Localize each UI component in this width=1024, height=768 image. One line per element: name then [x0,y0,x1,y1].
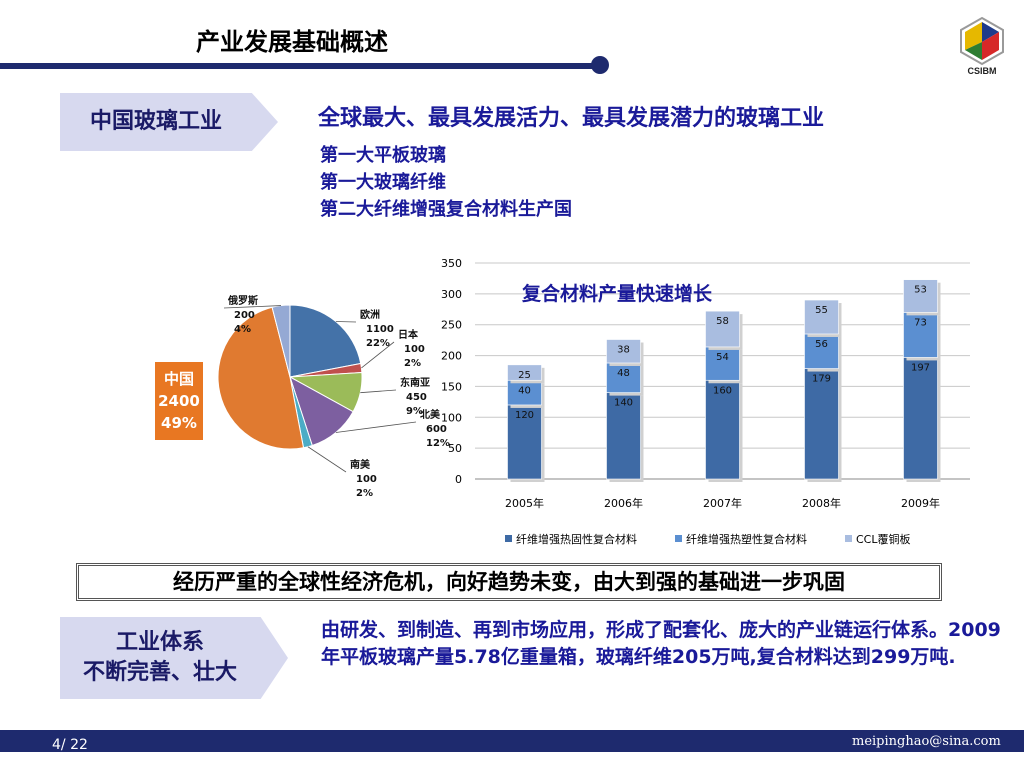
title-dot [591,56,609,74]
pie-label-pct: 2% [356,488,373,499]
y-tick-label: 350 [441,257,462,270]
bar-segment [606,392,641,480]
pie-label-name: 欧洲 [360,308,380,321]
industry-paragraph: 由研发、到制造、再到市场应用，形成了配套化、庞大的产业链运行体系。2009年平板… [321,619,1001,668]
china-callout: 中国 2400 49% [155,362,203,440]
y-tick-label: 100 [441,411,462,424]
y-tick-label: 0 [455,473,462,486]
bar-segment [903,279,938,313]
pie-label-pct: 12% [426,438,450,449]
bar-segment [705,379,740,480]
pie-label-value: 200 [234,310,255,321]
legend-swatch [505,535,512,542]
chart-title: 复合材料产量快速增长 [522,283,713,305]
x-tick-label: 2009年 [901,496,940,510]
bar-value-label: 53 [914,285,927,296]
pie-label-value: 600 [426,424,447,435]
logo-text: CSIBM [968,66,997,76]
bar-value-label: 38 [617,345,630,356]
bar-value-label: 40 [518,385,531,396]
bar-value-label: 120 [515,410,534,421]
pie-label-name: 北美 [420,408,441,421]
pie-leader-line [223,305,281,309]
section-tag-glass-industry: 中国玻璃工业 [60,93,278,151]
bar-value-label: 58 [716,316,729,327]
bar-segment [705,310,740,348]
pie-label-pct: 2% [404,358,421,369]
y-tick-label: 50 [448,442,462,455]
legend-swatch [845,535,852,542]
tag-line-2: 不断完善、壮大 [82,660,237,685]
x-tick-label: 2005年 [505,496,544,510]
pie-label-name: 南美 [350,458,371,471]
bar-value-label: 56 [815,339,828,350]
pie-label-name: 东南亚 [400,376,430,389]
summary-banner: 经历严重的全球性经济危机，向好趋势未变，由大到强的基础进一步巩固 [76,563,942,601]
ranking-item: 第二大纤维增强复合材料生产国 [320,199,572,220]
pie-leader-line [307,446,347,473]
pie-leader-line [361,341,395,369]
regional-pie-chart: 欧洲 1100 22% 日本 100 2% 东南亚 450 9%北美 600 12% 南美 100 2% 俄… [217,294,450,499]
bar-segment [903,357,938,480]
china-pct: 49% [161,414,197,432]
y-tick-label: 200 [441,350,462,363]
y-tick-label: 300 [441,288,462,301]
pie-label-value: 450 [406,392,427,403]
legend-label: 纤维增强热塑性复合材料 [686,532,807,546]
bar-value-label: 179 [812,374,831,385]
pie-leader-line [335,421,417,433]
pie-label-name: 俄罗斯 [227,294,258,307]
bar-value-label: 55 [815,305,828,316]
bar-segment [804,299,839,335]
y-tick-label: 250 [441,319,462,332]
legend-label: CCL覆铜板 [856,532,911,546]
bar-value-label: 140 [614,398,633,409]
bar-value-label: 48 [617,368,630,379]
x-tick-label: 2006年 [604,496,643,510]
pie-leader-line [360,389,397,394]
pie-label-value: 1100 [366,324,394,335]
pie-label-pct: 9% [406,406,423,417]
pie-label-pct: 22% [366,338,390,349]
bar-value-label: 197 [911,362,930,373]
legend-swatch [675,535,682,542]
footer-bar [0,730,1024,752]
bar-value-label: 160 [713,385,732,396]
pie-slice [289,304,362,378]
x-tick-label: 2007年 [703,496,742,510]
page-number: 4/ 22 [52,737,88,753]
x-tick-label: 2008年 [802,496,841,510]
section-headline: 全球最大、最具发展活力、最具发展潜力的玻璃工业 [318,106,825,131]
bar-segment [903,312,938,358]
page-title: 产业发展基础概述 [196,28,388,56]
tag-line-1: 工业体系 [115,630,204,656]
bar-segment [507,404,542,480]
bar-segment [507,364,542,381]
section-tag-industry-system: 工业体系 不断完善、壮大 [60,617,288,699]
bar-value-label: 54 [716,352,729,363]
y-tick-label: 150 [441,380,462,393]
pie-label-value: 100 [404,344,425,355]
footer-email: meipinghao@sina.com [852,734,1001,749]
pie-slice [217,306,305,450]
bar-segment [804,368,839,480]
china-value: 2400 [158,392,200,410]
title-underline [0,63,600,69]
bar-segment [606,362,641,393]
composite-output-bar-chart: 0 50 100 150 200 250 300 350 120 40 25 140 48 38 160 5… [441,257,970,546]
ranking-item: 第一大平板玻璃 [320,145,446,166]
pie-label-name: 日本 [398,328,419,341]
pie-label-value: 100 [356,474,377,485]
ranking-list: 第一大平板玻璃 第一大玻璃纤维 第二大纤维增强复合材料生产国 [320,142,572,223]
ranking-item: 第一大玻璃纤维 [320,172,446,193]
bar-value-label: 25 [518,370,531,381]
pie-label-pct: 4% [234,324,251,335]
legend-label: 纤维增强热固性复合材料 [516,532,637,546]
bar-segment [705,346,740,381]
bar-value-label: 73 [914,317,927,328]
china-name: 中国 [163,370,194,388]
csibm-logo: CSIBM [960,16,1004,76]
bar-segment [606,339,641,364]
tag-label: 中国玻璃工业 [89,109,222,135]
